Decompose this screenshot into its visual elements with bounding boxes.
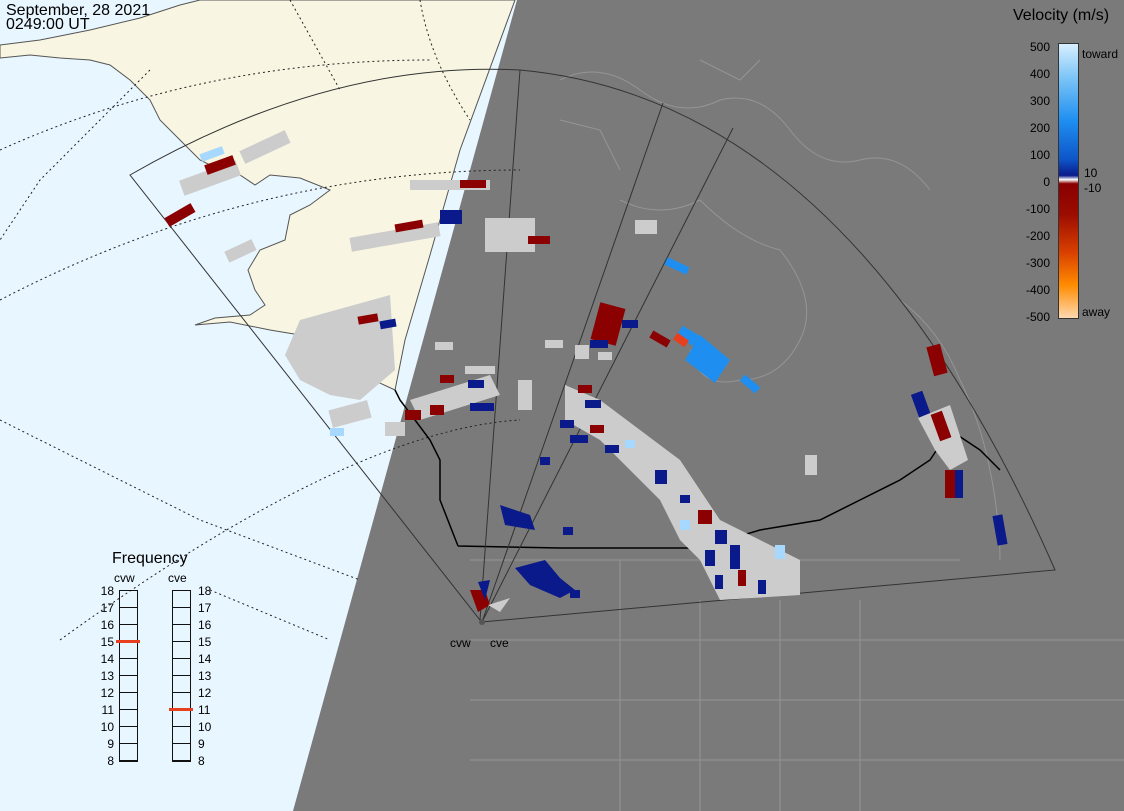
frequency-scale-label-left: 14 — [100, 652, 114, 666]
frequency-col-cvw: cvw — [114, 571, 135, 585]
frequency-cell-divider — [119, 709, 137, 710]
frequency-title: Frequency — [112, 550, 188, 567]
colorbar-tick-label: -400 — [1025, 283, 1050, 297]
colorbar-tick-label: 200 — [1029, 121, 1050, 135]
colorbar-title: Velocity (m/s) — [1013, 7, 1110, 24]
frequency-cell-divider — [119, 760, 137, 761]
colorbar-tick-label: 400 — [1029, 67, 1050, 81]
colorbar-toward-label: toward — [1082, 47, 1119, 61]
frequency-cell-divider — [119, 692, 137, 693]
backscatter-cells — [164, 130, 1008, 612]
colorbar-tick-label: -200 — [1025, 229, 1050, 243]
frequency-col-cve: cve — [168, 571, 187, 585]
frequency-box-cvw — [119, 590, 138, 762]
frequency-cell-divider — [119, 675, 137, 676]
colorbar-tick-label: 100 — [1029, 148, 1050, 162]
frequency-scale-label-left: 17 — [100, 601, 114, 615]
frequency-scale-label-left: 11 — [101, 703, 114, 717]
velocity-colorbar — [1058, 43, 1079, 319]
frequency-scale-label-left: 10 — [100, 720, 114, 734]
frequency-scale-label-right: 10 — [198, 720, 212, 734]
frequency-cell-divider — [119, 658, 137, 659]
frequency-scale-label-right: 15 — [198, 635, 212, 649]
frequency-scale-label-left: 18 — [100, 584, 114, 598]
frequency-scale-label-left: 15 — [100, 635, 114, 649]
colorbar-inner-tick-neg: -10 — [1084, 181, 1102, 195]
frequency-scale-label-left: 16 — [100, 618, 114, 632]
frequency-scale-label-right: 18 — [198, 584, 212, 598]
frequency-scale-label-right: 14 — [198, 652, 212, 666]
frequency-box-cve — [172, 590, 191, 762]
frequency-cell-divider — [172, 624, 190, 625]
colorbar-tick-label: -100 — [1025, 202, 1050, 216]
colorbar-tick-label: -300 — [1025, 256, 1050, 270]
frequency-cell-divider — [119, 726, 137, 727]
colorbar-tick-label: -500 — [1025, 310, 1050, 324]
radar-label-cve: cve — [490, 636, 509, 650]
frequency-scale-label-right: 9 — [198, 737, 205, 751]
colorbar-inner-tick-pos: 10 — [1084, 166, 1098, 180]
radar-site-marker — [479, 619, 485, 625]
frequency-cell-divider — [172, 743, 190, 744]
day-land — [0, 0, 516, 391]
frequency-scale-label-left: 12 — [100, 686, 114, 700]
frequency-scale-label-right: 13 — [198, 669, 212, 683]
frequency-cell-divider — [172, 760, 190, 761]
graticule — [0, 0, 521, 641]
colorbar-tick-label: 300 — [1029, 94, 1050, 108]
colorbar-tick-label: 0 — [1043, 175, 1050, 189]
frequency-cell-divider — [119, 624, 137, 625]
frequency-scale-label-right: 16 — [198, 618, 212, 632]
time-label: 0249:00 UT — [6, 16, 90, 33]
frequency-cell-divider — [119, 743, 137, 744]
frequency-scale-label-left: 9 — [107, 737, 114, 751]
frequency-scale-label-left: 8 — [107, 754, 114, 768]
frequency-cell-divider — [172, 641, 190, 642]
frequency-cell-divider — [172, 658, 190, 659]
frequency-cell-divider — [119, 607, 137, 608]
frequency-cell-divider — [172, 692, 190, 693]
radar-label-cvw: cvw — [450, 636, 471, 650]
colorbar-away-label: away — [1082, 305, 1111, 319]
radar-fov — [129, 68, 1056, 623]
date-label: September, 28 2021 — [6, 2, 151, 19]
frequency-cell-divider — [172, 726, 190, 727]
frequency-scale-label-right: 17 — [198, 601, 212, 615]
colorbar-tick-label: 500 — [1029, 40, 1050, 54]
frequency-scale-label-right: 8 — [198, 754, 205, 768]
frequency-scale-label-right: 11 — [198, 703, 211, 717]
frequency-scale-label-left: 13 — [100, 669, 114, 683]
frequency-marker-cve — [169, 708, 193, 711]
frequency-marker-cvw — [116, 640, 140, 643]
frequency-cell-divider — [172, 607, 190, 608]
frequency-scale-label-right: 12 — [198, 686, 212, 700]
frequency-cell-divider — [172, 675, 190, 676]
